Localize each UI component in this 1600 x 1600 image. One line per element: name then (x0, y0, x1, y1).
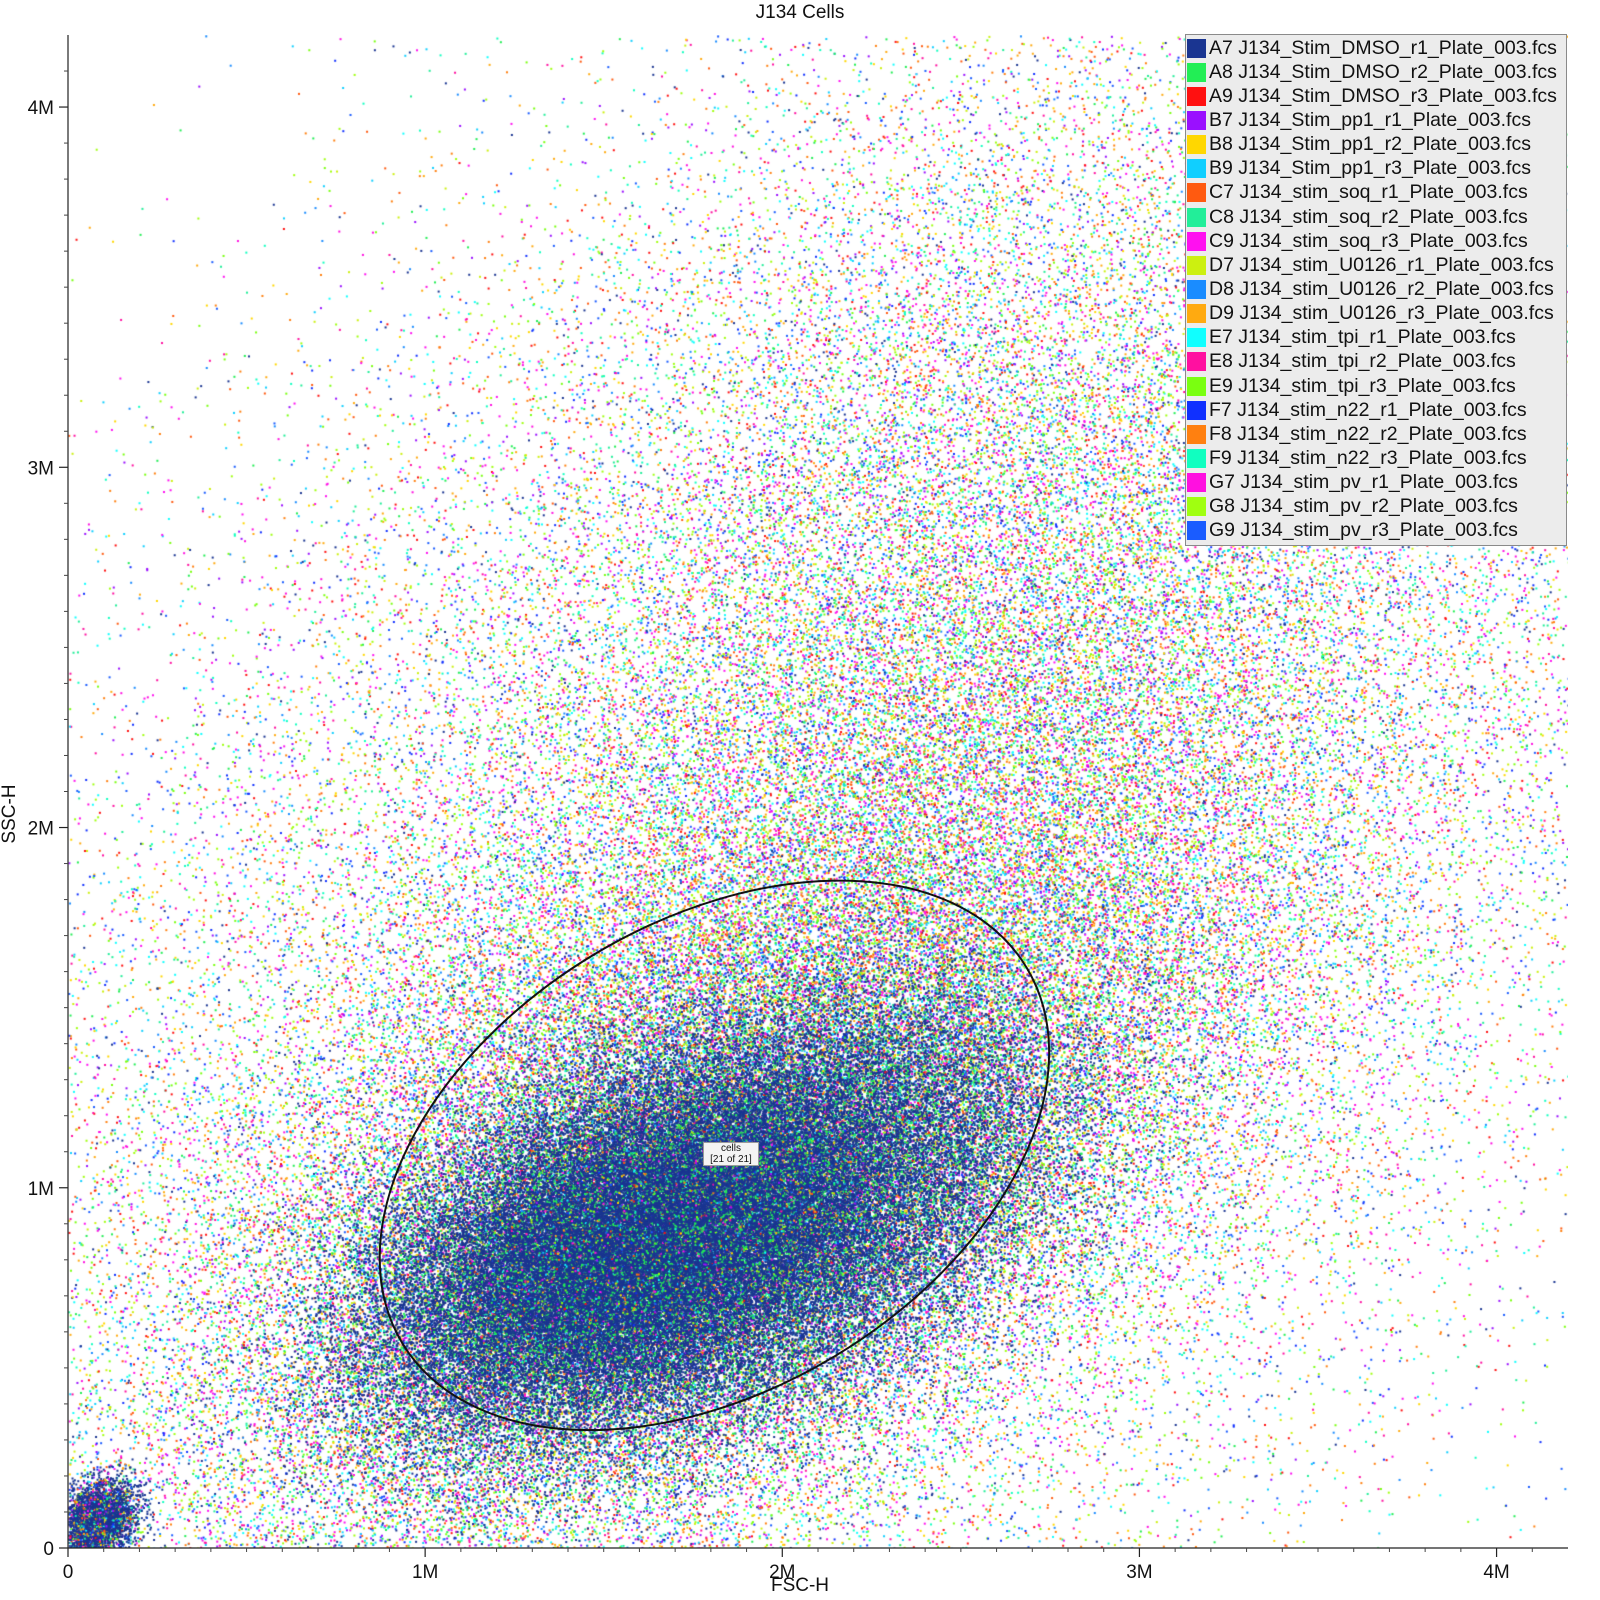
legend-item: F8 J134_stim_n22_r2_Plate_003.fcs (1186, 422, 1566, 446)
legend-item: G8 J134_stim_pv_r2_Plate_003.fcs (1186, 495, 1566, 519)
x-tick-label: 1M (412, 1562, 438, 1583)
legend-label: C9 J134_stim_soq_r3_Plate_003.fcs (1209, 229, 1528, 252)
legend-swatch (1187, 62, 1206, 82)
legend-item: G7 J134_stim_pv_r1_Plate_003.fcs (1186, 471, 1566, 495)
legend-swatch (1187, 86, 1206, 106)
legend-item: G9 J134_stim_pv_r3_Plate_003.fcs (1186, 519, 1566, 543)
legend-item: F9 J134_stim_n22_r3_Plate_003.fcs (1186, 446, 1566, 470)
legend-swatch (1187, 159, 1206, 179)
legend-item: B8 J134_Stim_pp1_r2_Plate_003.fcs (1186, 133, 1566, 157)
x-axis-label: FSC-H (770, 1575, 830, 1596)
legend-item: E8 J134_stim_tpi_r2_Plate_003.fcs (1186, 350, 1566, 374)
legend-item: D8 J134_stim_U0126_r2_Plate_003.fcs (1186, 277, 1566, 301)
y-axis-label: SSC-H (0, 784, 20, 844)
legend-swatch (1187, 231, 1206, 251)
legend-label: E7 J134_stim_tpi_r1_Plate_003.fcs (1209, 326, 1516, 349)
legend-label: D8 J134_stim_U0126_r2_Plate_003.fcs (1209, 277, 1554, 300)
legend-item: E7 J134_stim_tpi_r1_Plate_003.fcs (1186, 326, 1566, 350)
legend-swatch (1187, 521, 1206, 541)
x-tick-label: 2M (769, 1562, 795, 1583)
y-tick-label: 4M (28, 98, 54, 119)
legend-label: A9 J134_Stim_DMSO_r3_Plate_003.fcs (1209, 84, 1557, 107)
legend-item: E9 J134_stim_tpi_r3_Plate_003.fcs (1186, 374, 1566, 398)
legend-label: C7 J134_stim_soq_r1_Plate_003.fcs (1209, 181, 1528, 204)
legend-item: D7 J134_stim_U0126_r1_Plate_003.fcs (1186, 253, 1566, 277)
legend-label: G8 J134_stim_pv_r2_Plate_003.fcs (1209, 495, 1518, 518)
legend-swatch (1187, 497, 1206, 517)
legend-label: E9 J134_stim_tpi_r3_Plate_003.fcs (1209, 374, 1516, 397)
legend-swatch (1187, 376, 1206, 396)
chart-title: J134 Cells (755, 2, 845, 23)
legend-label: C8 J134_stim_soq_r2_Plate_003.fcs (1209, 205, 1528, 228)
legend-label: B7 J134_Stim_pp1_r1_Plate_003.fcs (1209, 108, 1531, 131)
legend-item: A8 J134_Stim_DMSO_r2_Plate_003.fcs (1186, 60, 1566, 84)
legend-label: A8 J134_Stim_DMSO_r2_Plate_003.fcs (1209, 60, 1557, 83)
legend-swatch (1187, 183, 1206, 203)
legend-label: F7 J134_stim_n22_r1_Plate_003.fcs (1209, 398, 1527, 421)
legend-swatch (1187, 110, 1206, 130)
legend-label: D9 J134_stim_U0126_r3_Plate_003.fcs (1209, 302, 1554, 325)
legend-label: E8 J134_stim_tpi_r2_Plate_003.fcs (1209, 350, 1516, 373)
x-tick-label: 0 (63, 1562, 74, 1583)
legend-item: A7 J134_Stim_DMSO_r1_Plate_003.fcs (1186, 36, 1566, 60)
legend-swatch (1187, 38, 1206, 58)
legend-label: B8 J134_Stim_pp1_r2_Plate_003.fcs (1209, 133, 1531, 156)
legend-label: G9 J134_stim_pv_r3_Plate_003.fcs (1209, 519, 1518, 542)
legend-label: B9 J134_Stim_pp1_r3_Plate_003.fcs (1209, 157, 1531, 180)
legend-item: C8 J134_stim_soq_r2_Plate_003.fcs (1186, 205, 1566, 229)
gate-ellipse[interactable] (282, 767, 1148, 1544)
legend-swatch (1187, 304, 1206, 324)
legend-item: A9 J134_Stim_DMSO_r3_Plate_003.fcs (1186, 84, 1566, 108)
x-tick-label: 4M (1483, 1562, 1509, 1583)
legend-swatch (1187, 328, 1206, 348)
legend-swatch (1187, 352, 1206, 372)
y-tick-label: 1M (28, 1179, 54, 1200)
legend-label: G7 J134_stim_pv_r1_Plate_003.fcs (1209, 471, 1518, 494)
legend-item: D9 J134_stim_U0126_r3_Plate_003.fcs (1186, 302, 1566, 326)
legend-item: C9 J134_stim_soq_r3_Plate_003.fcs (1186, 229, 1566, 253)
legend-label: F9 J134_stim_n22_r3_Plate_003.fcs (1209, 446, 1527, 469)
legend-item: B7 J134_Stim_pp1_r1_Plate_003.fcs (1186, 108, 1566, 132)
y-tick-label: 2M (28, 819, 54, 840)
gate-label-line: [21 of 21] (710, 1154, 752, 1165)
legend-swatch (1187, 255, 1206, 275)
legend-swatch (1187, 207, 1206, 227)
x-tick-label: 3M (1126, 1562, 1152, 1583)
gate-label-line: cells (720, 1143, 741, 1154)
legend-swatch (1187, 400, 1206, 420)
y-tick-label: 0 (43, 1539, 54, 1560)
legend-label: A7 J134_Stim_DMSO_r1_Plate_003.fcs (1209, 36, 1557, 59)
legend-swatch (1187, 135, 1206, 155)
legend-label: F8 J134_stim_n22_r2_Plate_003.fcs (1209, 422, 1527, 445)
y-tick-label: 3M (28, 458, 54, 479)
legend-item: F7 J134_stim_n22_r1_Plate_003.fcs (1186, 398, 1566, 422)
legend-swatch (1187, 473, 1206, 493)
legend-swatch (1187, 448, 1206, 468)
gate-label[interactable]: cells [21 of 21] (703, 1142, 759, 1166)
legend: A7 J134_Stim_DMSO_r1_Plate_003.fcs A8 J13… (1185, 34, 1567, 546)
legend-label: D7 J134_stim_U0126_r1_Plate_003.fcs (1209, 253, 1554, 276)
legend-item: B9 J134_Stim_pp1_r3_Plate_003.fcs (1186, 157, 1566, 181)
legend-item: C7 J134_stim_soq_r1_Plate_003.fcs (1186, 181, 1566, 205)
legend-swatch (1187, 279, 1206, 299)
legend-swatch (1187, 424, 1206, 444)
